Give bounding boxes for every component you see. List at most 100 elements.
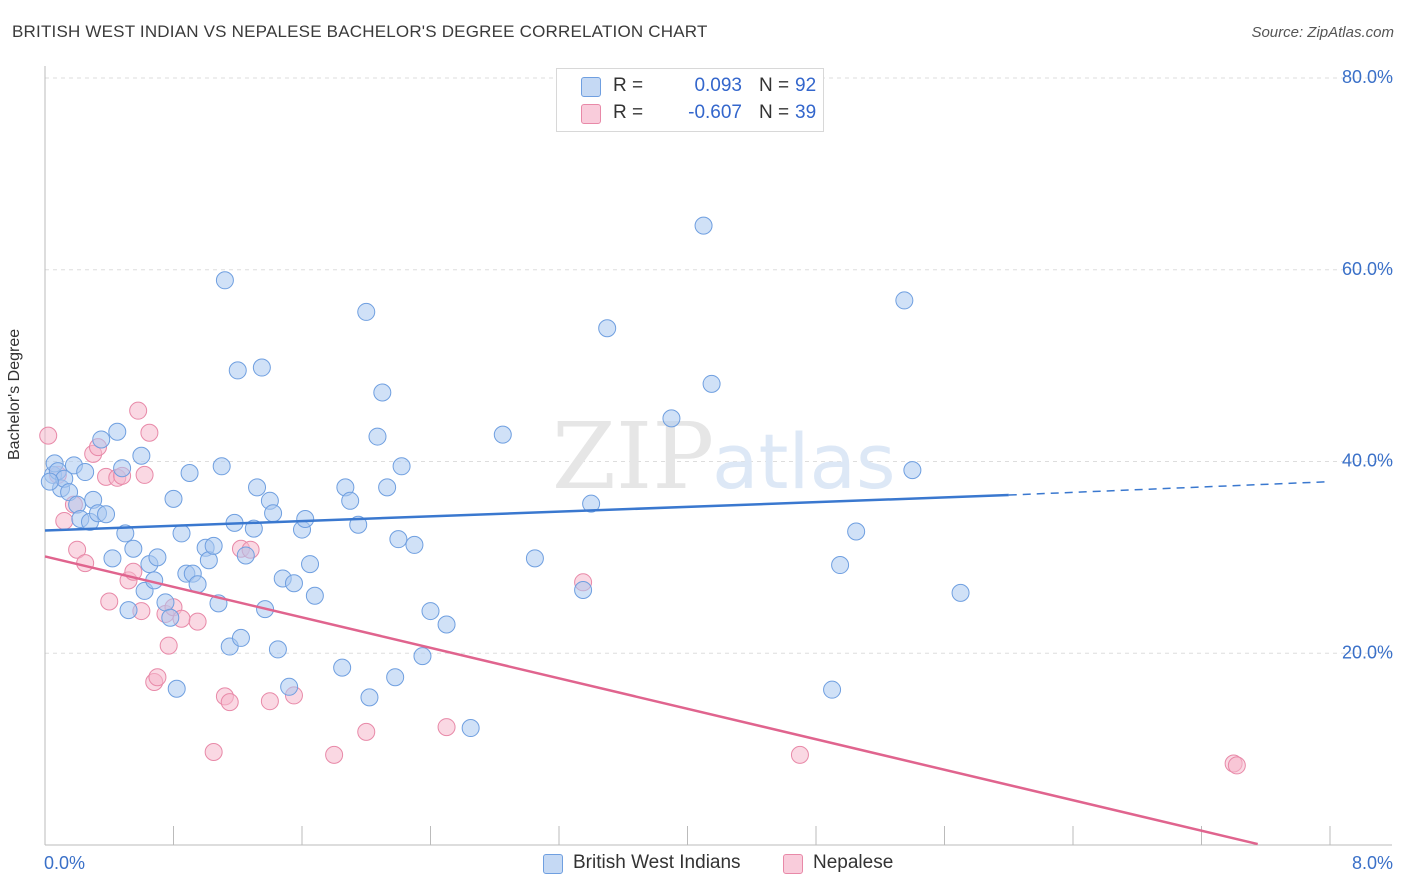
trend-line-nepalese [44, 555, 1259, 846]
data-point-british-west-indian [215, 271, 234, 290]
x-tick-label-right: 8.0% [1352, 853, 1393, 873]
data-point-british-west-indian [301, 555, 320, 574]
data-point-british-west-indian [280, 677, 299, 696]
axes [44, 66, 1392, 846]
trend-lines [44, 480, 1331, 846]
legend-n-value: 39 [795, 102, 817, 123]
source-label: Source: ZipAtlas.com [1251, 24, 1394, 41]
data-point-british-west-indian [119, 601, 138, 620]
data-point-british-west-indian [341, 491, 360, 510]
data-point-nepalese [437, 718, 456, 737]
data-point-british-west-indian [116, 524, 135, 543]
data-point-british-west-indian [204, 536, 223, 555]
data-point-nepalese [204, 743, 223, 762]
data-point-british-west-indian [305, 586, 324, 605]
data-point-british-west-indian [405, 535, 424, 554]
data-point-british-west-indian [167, 679, 186, 698]
watermark: ZIP atlas [552, 403, 896, 510]
data-point-british-west-indian [97, 505, 116, 524]
data-point-british-west-indian [421, 602, 440, 621]
stats-legend: R = 0.093 N = 92 R = -0.607 N = 39 [556, 68, 824, 132]
data-point-british-west-indian [212, 457, 231, 476]
data-point-nepalese [260, 692, 279, 711]
legend-swatch-blue [581, 77, 601, 97]
data-point-nepalese [148, 668, 167, 687]
trend-line-british-west-indians [44, 493, 1009, 532]
data-point-british-west-indian [525, 549, 544, 568]
y-tick-label: 40.0% [1342, 451, 1393, 471]
data-point-british-west-indian [389, 530, 408, 549]
data-point-british-west-indian [368, 427, 387, 446]
watermark-zip: ZIP [552, 403, 714, 510]
chart-title: BRITISH WEST INDIAN VS NEPALESE BACHELOR… [12, 22, 708, 41]
data-point-nepalese [790, 745, 809, 764]
data-point-british-west-indian [132, 446, 151, 465]
data-point-nepalese [100, 592, 119, 611]
data-point-british-west-indian [413, 647, 432, 666]
data-point-british-west-indian [164, 489, 183, 508]
data-point-british-west-indian [831, 556, 850, 575]
legend-r-value: -0.607 [688, 102, 742, 123]
data-point-nepalese [129, 401, 148, 420]
data-point-nepalese [39, 426, 58, 445]
data-point-british-west-indian [847, 522, 866, 541]
data-point-british-west-indian [40, 472, 59, 491]
data-point-british-west-indian [180, 464, 199, 483]
x-tick-label-left: 0.0% [44, 853, 85, 873]
data-point-british-west-indian [574, 580, 593, 599]
grid-lines [45, 77, 1392, 654]
legend-n-value: 92 [795, 75, 817, 96]
data-point-nepalese [55, 511, 74, 530]
data-point-british-west-indian [296, 510, 315, 529]
data-point-british-west-indian [252, 358, 271, 377]
data-point-british-west-indian [903, 461, 922, 480]
data-point-british-west-indian [268, 640, 287, 659]
data-point-nepalese [220, 693, 239, 712]
data-point-british-west-indian [437, 615, 456, 634]
data-point-british-west-indian [156, 593, 175, 612]
bottom-legend-label: British West Indians [573, 852, 741, 873]
nepalese-points [39, 401, 1246, 775]
data-point-british-west-indian [386, 668, 405, 687]
data-point-british-west-indian [392, 457, 411, 476]
data-point-british-west-indian [161, 608, 180, 627]
data-point-british-west-indian [360, 688, 379, 707]
legend-r-label: R = [613, 75, 644, 96]
watermark-atlas: atlas [712, 417, 896, 506]
data-point-british-west-indian [373, 383, 392, 402]
legend-r-label: R = [613, 102, 644, 123]
y-tick-label: 60.0% [1342, 259, 1393, 279]
data-point-british-west-indian [823, 680, 842, 699]
data-point-british-west-indian [951, 583, 970, 602]
y-tick-label: 80.0% [1342, 67, 1393, 87]
data-point-nepalese [140, 423, 159, 442]
data-point-british-west-indian [108, 422, 127, 441]
data-point-british-west-indian [148, 548, 167, 567]
data-point-british-west-indian [493, 425, 512, 444]
data-point-british-west-indian [895, 291, 914, 310]
data-point-nepalese [76, 554, 95, 573]
bottom-legend-label: Nepalese [813, 852, 894, 873]
tick-labels: 80.0% 60.0% 40.0% 20.0% 0.0% 8.0% [44, 67, 1393, 873]
y-axis-label: Bachelor's Degree [6, 328, 23, 460]
data-point-nepalese [357, 722, 376, 741]
data-point-nepalese [325, 745, 344, 764]
data-point-british-west-indian [103, 549, 122, 568]
data-point-nepalese [68, 540, 87, 559]
legend-n-label: N = [759, 102, 790, 123]
y-tick-label: 20.0% [1342, 642, 1393, 662]
data-point-british-west-indian [172, 524, 191, 543]
data-point-british-west-indian [248, 478, 267, 497]
data-point-british-west-indian [333, 658, 352, 677]
data-point-british-west-indian [461, 719, 480, 738]
data-point-british-west-indian [76, 463, 95, 482]
bottom-legend-swatch-blue [543, 854, 563, 874]
data-point-british-west-indian [231, 628, 250, 647]
legend-r-value: 0.093 [694, 75, 742, 96]
british-west-indian-points [40, 216, 970, 738]
data-point-british-west-indian [702, 374, 721, 393]
legend-swatch-pink [581, 104, 601, 124]
data-point-nepalese [188, 612, 207, 631]
data-point-nepalese [1227, 756, 1246, 775]
